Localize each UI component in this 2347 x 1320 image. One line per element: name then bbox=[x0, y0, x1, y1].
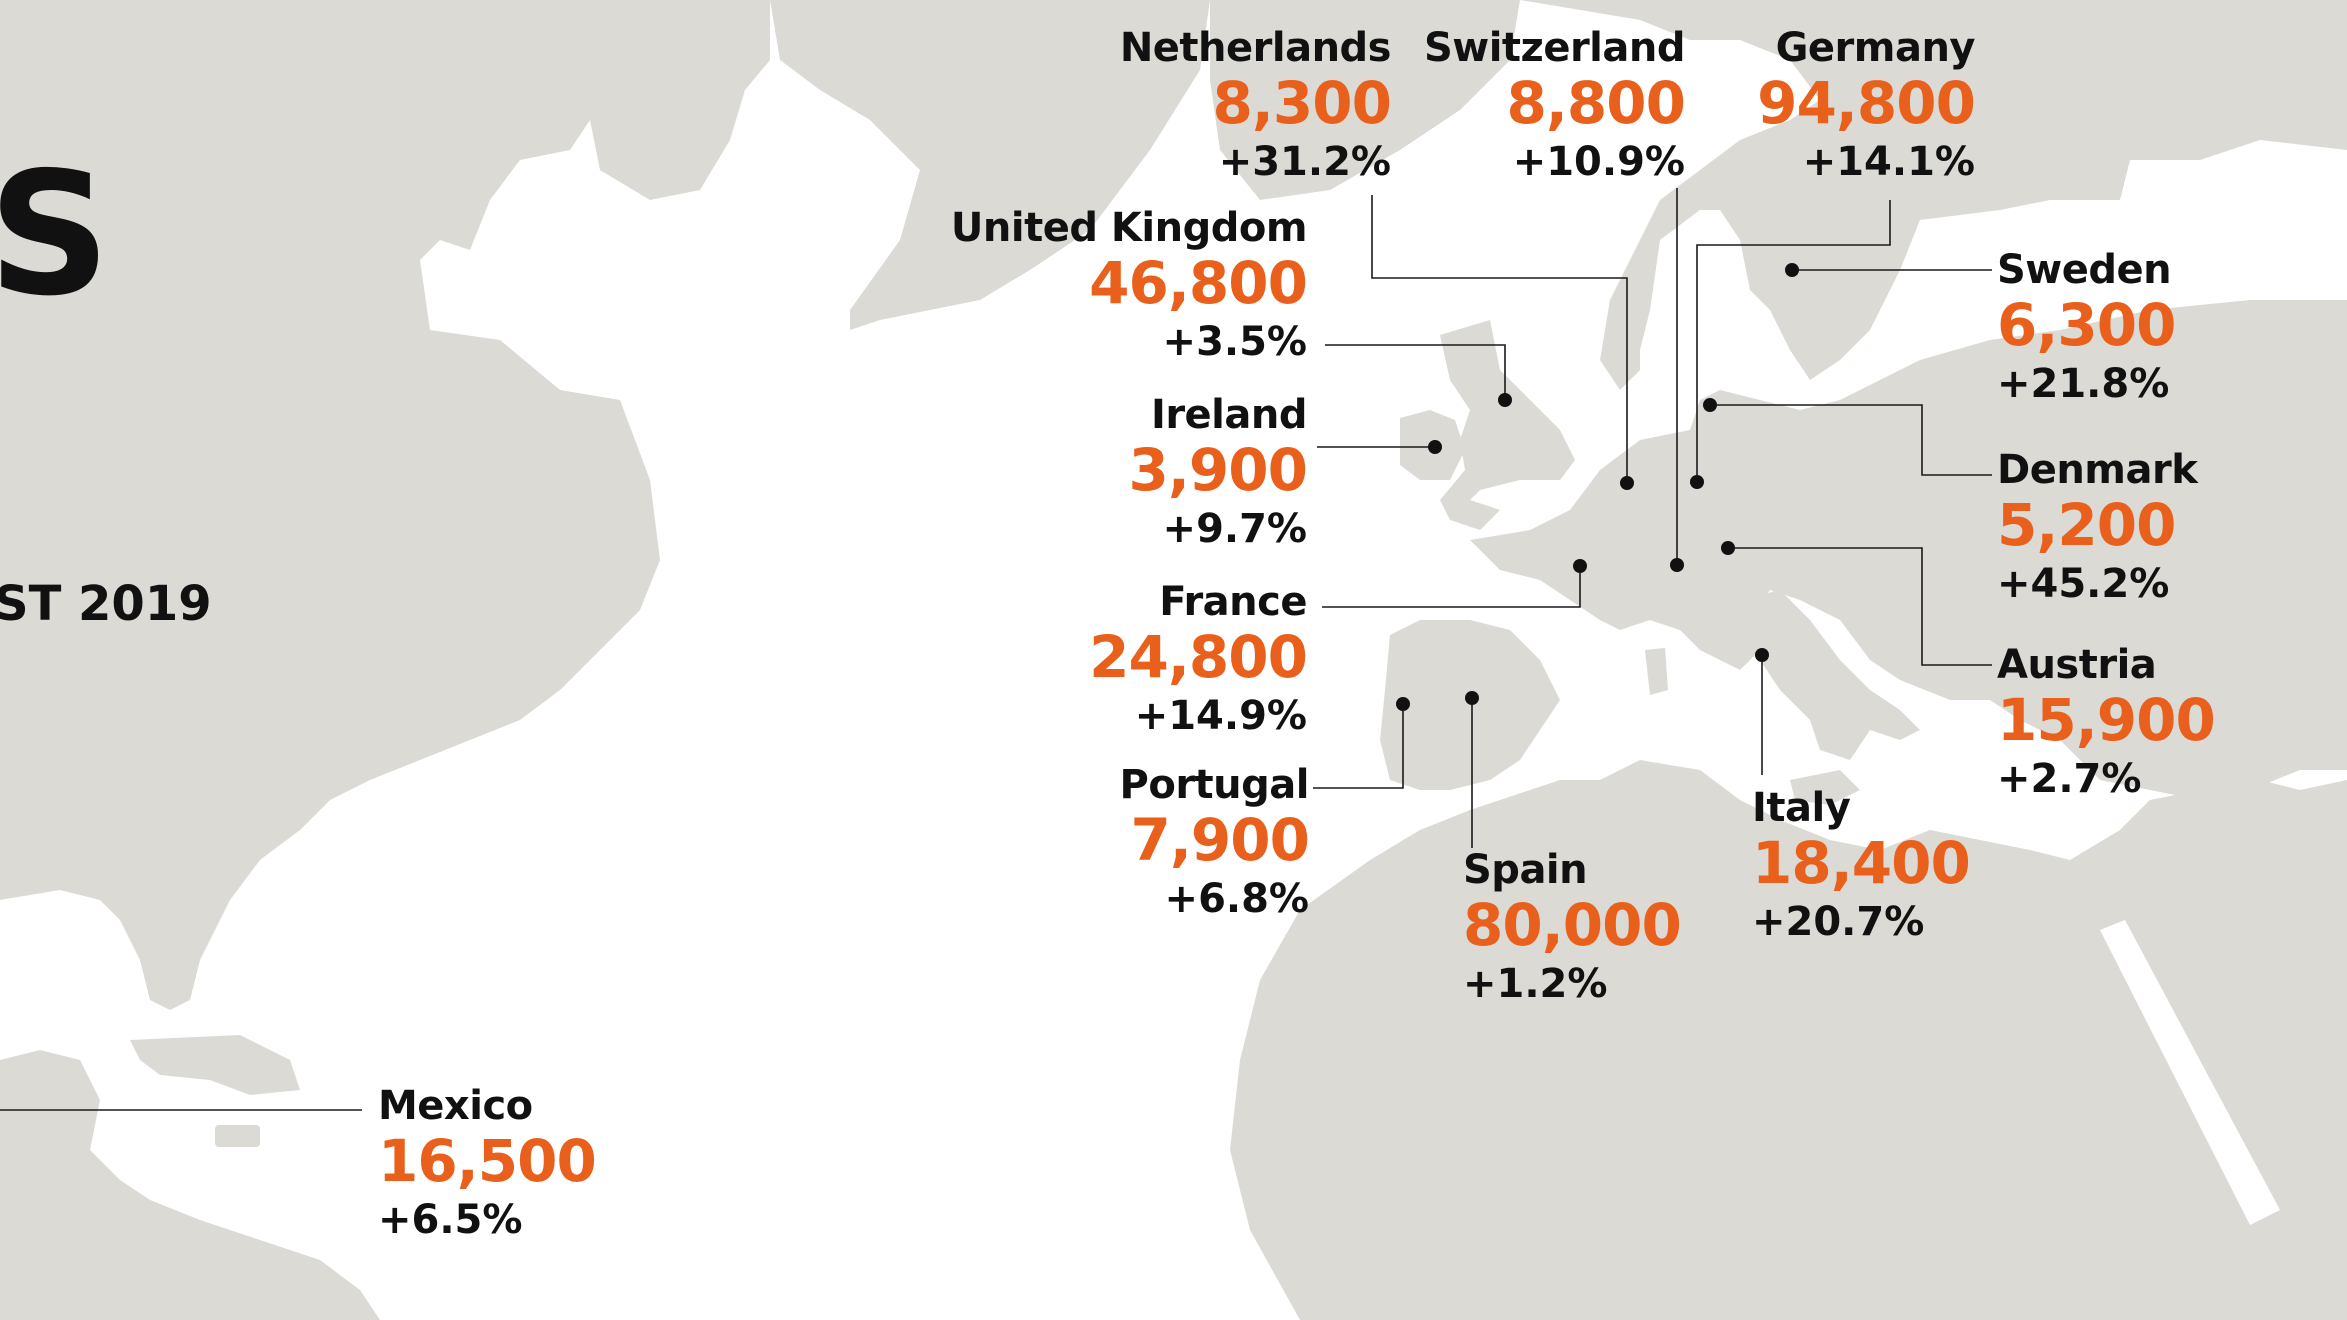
label-sweden: Sweden 6,300 +21.8% bbox=[1997, 247, 2176, 407]
label-germany: Germany 94,800 +14.1% bbox=[1757, 25, 1976, 185]
country-value: 80,000 bbox=[1463, 891, 1682, 959]
country-name: Netherlands bbox=[1119, 25, 1392, 71]
north-america-upper-landmass bbox=[590, 0, 770, 200]
country-change: +10.9% bbox=[1512, 139, 1685, 185]
dot-ireland bbox=[1428, 440, 1442, 454]
country-value: 24,800 bbox=[1089, 623, 1308, 691]
label-netherlands: Netherlands 8,300 +31.2% bbox=[1119, 25, 1392, 185]
italy-landmass bbox=[1740, 590, 1920, 760]
country-value: 15,900 bbox=[1997, 686, 2216, 754]
country-change: +31.2% bbox=[1218, 139, 1391, 185]
dot-denmark bbox=[1703, 398, 1717, 412]
country-value: 8,800 bbox=[1506, 69, 1686, 137]
europe-mainland-landmass bbox=[1470, 300, 2347, 800]
country-name: Switzerland bbox=[1423, 25, 1686, 71]
dot-portugal bbox=[1396, 697, 1410, 711]
label-france: France 24,800 +14.9% bbox=[1089, 579, 1308, 739]
country-value: 5,200 bbox=[1997, 491, 2176, 559]
central-america-island bbox=[40, 1155, 85, 1195]
country-change: +14.9% bbox=[1134, 693, 1307, 739]
country-change: +1.2% bbox=[1463, 961, 1608, 1007]
leader-portugal bbox=[1313, 704, 1404, 789]
label-switzerland: Switzerland 8,800 +10.9% bbox=[1423, 25, 1686, 185]
leader-france bbox=[1322, 566, 1581, 608]
dot-france bbox=[1573, 559, 1587, 573]
north-america-landmass bbox=[0, 0, 660, 1010]
dot-united-kingdom bbox=[1498, 393, 1512, 407]
dot-italy bbox=[1755, 648, 1769, 662]
africa-landmass bbox=[1230, 760, 2347, 1320]
date-fragment: ST 2019 bbox=[0, 576, 212, 632]
country-value: 18,400 bbox=[1752, 829, 1971, 897]
country-value: 6,300 bbox=[1997, 291, 2176, 359]
country-change: +14.1% bbox=[1802, 139, 1975, 185]
dot-netherlands bbox=[1620, 476, 1634, 490]
corsica-landmass bbox=[1645, 648, 1668, 695]
sicily-landmass bbox=[1790, 770, 1860, 805]
dot-spain bbox=[1465, 691, 1479, 705]
great-britain-landmass bbox=[1440, 320, 1575, 530]
central-america-landmass bbox=[0, 1050, 380, 1320]
label-united-kingdom: United Kingdom 46,800 +3.5% bbox=[950, 205, 1308, 365]
iceland-landmass bbox=[1210, 0, 1520, 200]
title-fragment: S bbox=[0, 136, 111, 334]
country-name: Sweden bbox=[1997, 247, 2172, 293]
red-sea-gap bbox=[2100, 920, 2280, 1225]
country-name: Portugal bbox=[1119, 762, 1310, 808]
country-name: United Kingdom bbox=[950, 205, 1308, 251]
country-change: +9.7% bbox=[1162, 506, 1307, 552]
country-change: +6.5% bbox=[378, 1197, 523, 1243]
leader-germany bbox=[1696, 200, 1891, 482]
country-change: +45.2% bbox=[1997, 561, 2170, 607]
country-value: 16,500 bbox=[378, 1127, 597, 1195]
label-spain: Spain 80,000 +1.2% bbox=[1463, 847, 1682, 1007]
country-value: 7,900 bbox=[1130, 806, 1310, 874]
leader-denmark bbox=[1710, 404, 1992, 476]
cuba-landmass bbox=[130, 1035, 300, 1095]
leader-austria bbox=[1728, 547, 1992, 666]
label-mexico: Mexico 16,500 +6.5% bbox=[378, 1083, 597, 1243]
country-value: 8,300 bbox=[1212, 69, 1392, 137]
country-name: Germany bbox=[1775, 25, 1976, 71]
country-value: 3,900 bbox=[1128, 436, 1308, 504]
iberia-landmass bbox=[1380, 620, 1560, 790]
dot-germany bbox=[1690, 475, 1704, 489]
label-portugal: Portugal 7,900 +6.8% bbox=[1119, 762, 1310, 922]
label-italy: Italy 18,400 +20.7% bbox=[1752, 785, 1971, 945]
caribbean-island bbox=[215, 1125, 260, 1147]
country-change: +21.8% bbox=[1997, 361, 2170, 407]
dot-austria bbox=[1721, 541, 1735, 555]
country-value: 46,800 bbox=[1089, 249, 1308, 317]
leader-netherlands bbox=[1371, 195, 1628, 483]
dot-switzerland bbox=[1670, 558, 1684, 572]
country-name: Denmark bbox=[1997, 447, 2198, 493]
country-change: +20.7% bbox=[1752, 899, 1925, 945]
country-name: Ireland bbox=[1150, 392, 1308, 438]
country-name: Mexico bbox=[378, 1083, 533, 1129]
dot-sweden bbox=[1785, 263, 1799, 277]
country-name: Italy bbox=[1752, 785, 1851, 831]
country-name: Austria bbox=[1997, 642, 2157, 688]
country-name: France bbox=[1159, 579, 1307, 625]
leader-united-kingdom bbox=[1325, 344, 1506, 400]
country-value: 94,800 bbox=[1757, 69, 1976, 137]
country-name: Spain bbox=[1463, 847, 1588, 893]
label-austria: Austria 15,900 +2.7% bbox=[1997, 642, 2216, 802]
scandinavia-landmass bbox=[1520, 0, 2347, 390]
country-change: +2.7% bbox=[1997, 756, 2142, 802]
greenland-landmass bbox=[770, 0, 1210, 330]
country-change: +6.8% bbox=[1164, 876, 1309, 922]
label-denmark: Denmark 5,200 +45.2% bbox=[1997, 447, 2198, 607]
label-ireland: Ireland 3,900 +9.7% bbox=[1128, 392, 1308, 552]
country-change: +3.5% bbox=[1162, 319, 1307, 365]
